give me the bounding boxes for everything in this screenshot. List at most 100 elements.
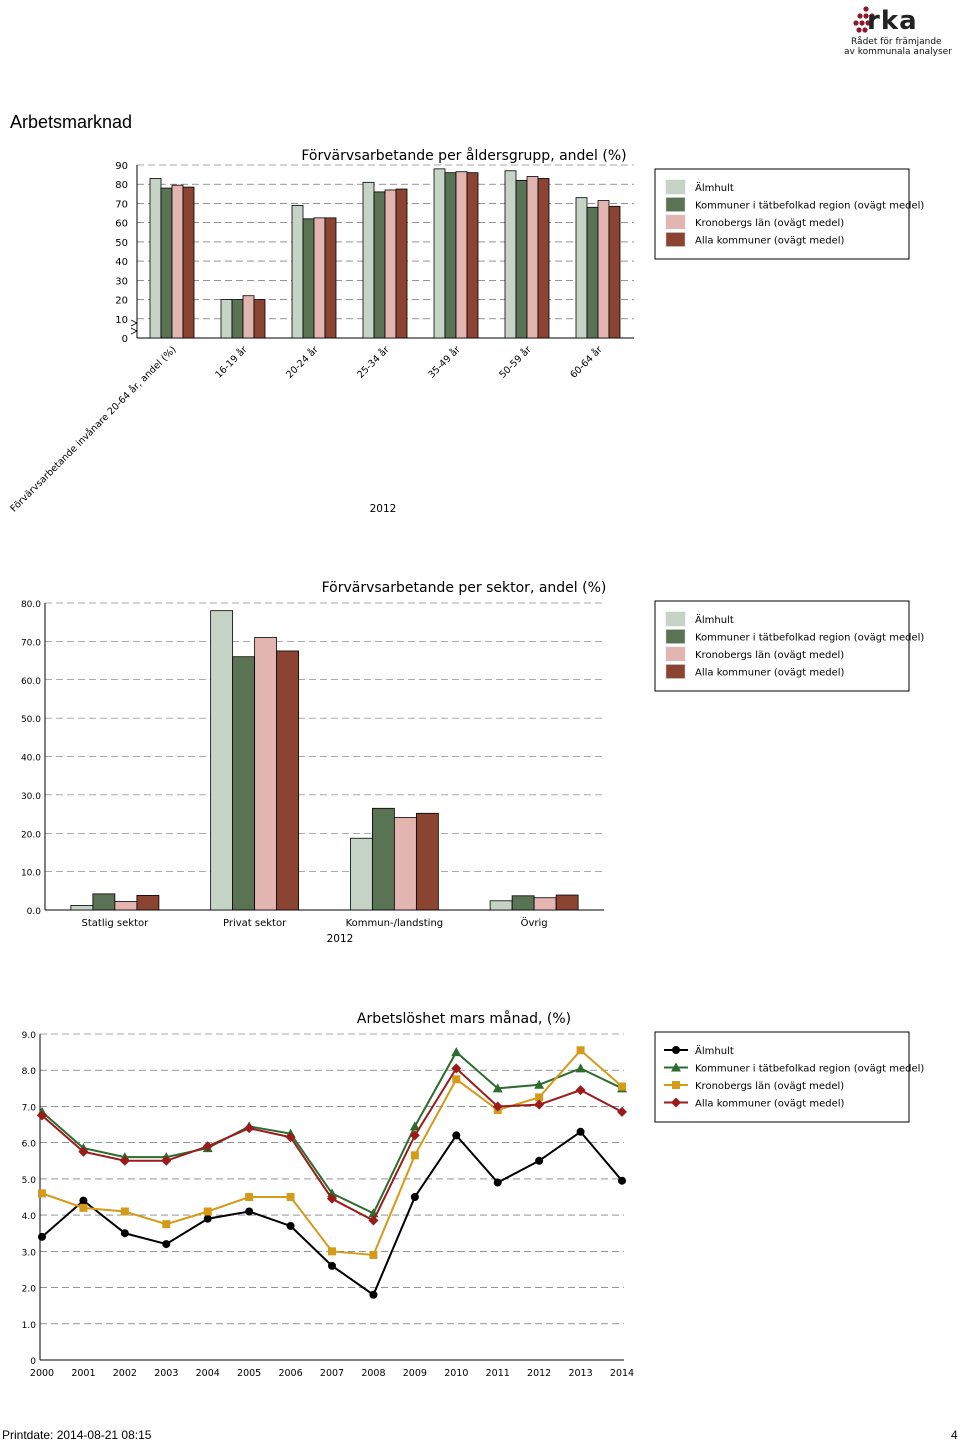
legend-label: Älmhult (695, 181, 734, 194)
x-tick-label: 2002 (113, 1368, 137, 1379)
y-tick-label: 3.0 (22, 1248, 37, 1258)
bar (489, 900, 513, 911)
x-axis-label: 2012 (327, 933, 354, 945)
bar (253, 299, 266, 339)
legend-box (654, 1031, 910, 1123)
data-point (409, 1121, 420, 1131)
legend-label: Kronobergs län (ovägt medel) (695, 1081, 844, 1092)
x-tick-label: 2004 (196, 1368, 220, 1379)
bar (608, 205, 621, 339)
data-point (79, 1196, 88, 1205)
data-point (534, 1079, 545, 1089)
bar (114, 901, 138, 911)
y-tick-label: 9.0 (22, 1031, 37, 1041)
y-tick-label: 60 (115, 219, 128, 230)
y-tick-label: 40 (115, 257, 128, 268)
y-tick-label: 10 (115, 315, 128, 326)
bar (291, 204, 304, 339)
x-tick-label: 25-34 år (355, 344, 391, 380)
y-tick-label: 50.0 (21, 715, 41, 725)
data-point (120, 1207, 129, 1216)
y-tick-label: 5.0 (22, 1176, 37, 1186)
y-tick-label: 80 (115, 180, 128, 191)
legend-box (654, 600, 910, 692)
x-tick-label: 2010 (444, 1368, 468, 1379)
y-tick-label: 30 (115, 276, 128, 287)
rka-logo-dots-icon (853, 6, 875, 33)
bar (526, 176, 539, 339)
data-point (618, 1176, 626, 1185)
data-point (492, 1083, 503, 1093)
data-point (452, 1075, 461, 1084)
y-tick-label: 30.0 (21, 792, 41, 802)
x-tick-label: 16-19 år (213, 344, 249, 380)
bar (349, 837, 373, 911)
y-tick-label: 0.0 (27, 907, 42, 917)
bar (92, 893, 116, 911)
data-point (161, 1155, 172, 1166)
data-point (451, 1063, 462, 1074)
x-tick-label: 20-24 år (284, 344, 320, 380)
bar (210, 610, 234, 911)
y-tick-label: 4.0 (22, 1212, 37, 1222)
sector-bar-chart: Förvärvsarbetande per sektor, andel (%) 0… (21, 580, 924, 945)
bar (182, 186, 195, 339)
data-point (409, 1130, 420, 1141)
bar (466, 172, 479, 339)
data-point (493, 1178, 502, 1187)
legend-swatch (665, 611, 686, 627)
y-tick-label: 80.0 (21, 600, 41, 610)
legend-swatch (665, 179, 686, 195)
legend-swatch (665, 629, 686, 644)
page-title: Arbetsmarknad (10, 112, 133, 132)
x-tick-label: 2000 (30, 1368, 54, 1379)
data-point (576, 1127, 585, 1136)
data-point (245, 1207, 254, 1216)
chart-title: Förvärvsarbetande per sektor, andel (%) (322, 580, 607, 596)
age-group-bar-chart: Förvärvsarbetande per åldersgrupp, andel… (9, 147, 925, 515)
y-tick-label: 50 (115, 238, 128, 249)
legend-label: Kommuner i tätbefolkad region (ovägt med… (695, 201, 924, 212)
bar (171, 184, 184, 339)
y-tick-label: 1.0 (22, 1321, 37, 1331)
data-point (245, 1193, 254, 1201)
y-tick-label: 70 (115, 199, 128, 210)
data-point (410, 1151, 419, 1160)
x-tick-label: Övrig (521, 916, 548, 929)
bar (455, 171, 468, 339)
data-point (492, 1101, 503, 1112)
chart-title: Arbetslöshet mars månad, (%) (357, 1010, 571, 1027)
bar (395, 188, 408, 339)
bar (313, 217, 326, 339)
bar (433, 168, 446, 339)
data-point (327, 1193, 337, 1204)
bar (362, 181, 375, 339)
x-tick-label: 50-59 år (497, 344, 533, 380)
axis-break-icon (130, 319, 138, 335)
x-tick-label: 2003 (154, 1368, 178, 1379)
data-point (203, 1214, 212, 1223)
data-point (38, 1189, 46, 1198)
bar (324, 217, 337, 339)
data-point (410, 1193, 419, 1201)
data-point (535, 1093, 544, 1102)
x-tick-label: 2009 (403, 1368, 427, 1379)
bar (533, 897, 557, 911)
data-point (618, 1082, 626, 1091)
y-tick-label: 90 (115, 161, 128, 172)
bar (220, 299, 233, 339)
y-tick-label: 10.0 (21, 869, 41, 879)
legend-marker (672, 1081, 680, 1089)
legend-swatch (665, 214, 686, 230)
x-tick-label: Privat sektor (223, 918, 287, 929)
bar (597, 200, 610, 339)
legend-swatch (665, 646, 686, 662)
bar (276, 650, 300, 911)
bar (371, 807, 395, 911)
legend-label: Kommuner i tätbefolkad region (ovägt med… (695, 633, 924, 644)
x-tick-label: 35-49 år (426, 344, 462, 380)
x-tick-label: 2001 (71, 1368, 95, 1379)
bar (242, 295, 255, 339)
data-point (328, 1261, 336, 1270)
data-point (78, 1146, 89, 1157)
